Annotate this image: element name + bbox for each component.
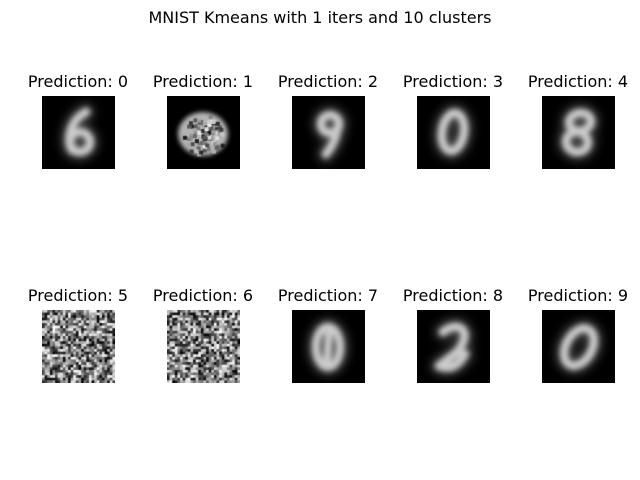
cluster-image-9 (542, 310, 615, 383)
panel-title-4: Prediction: 4 (527, 72, 629, 91)
panel-title-9: Prediction: 9 (527, 286, 629, 305)
cluster-image-3 (417, 96, 490, 169)
cluster-image-7 (292, 310, 365, 383)
figure-title: MNIST Kmeans with 1 iters and 10 cluster… (148, 8, 492, 27)
cluster-image-4 (542, 96, 615, 169)
cluster-image-2 (292, 96, 365, 169)
cluster-image-6 (167, 310, 240, 383)
panel-title-5: Prediction: 5 (27, 286, 129, 305)
panel-title-0: Prediction: 0 (27, 72, 129, 91)
panel-title-2: Prediction: 2 (277, 72, 379, 91)
cluster-image-1 (167, 96, 240, 169)
panel-title-1: Prediction: 1 (152, 72, 254, 91)
cluster-image-0 (42, 96, 115, 169)
panel-title-3: Prediction: 3 (402, 72, 504, 91)
panel-title-6: Prediction: 6 (152, 286, 254, 305)
cluster-image-8 (417, 310, 490, 383)
cluster-image-5 (42, 310, 115, 383)
panel-title-8: Prediction: 8 (402, 286, 504, 305)
panel-title-7: Prediction: 7 (277, 286, 379, 305)
